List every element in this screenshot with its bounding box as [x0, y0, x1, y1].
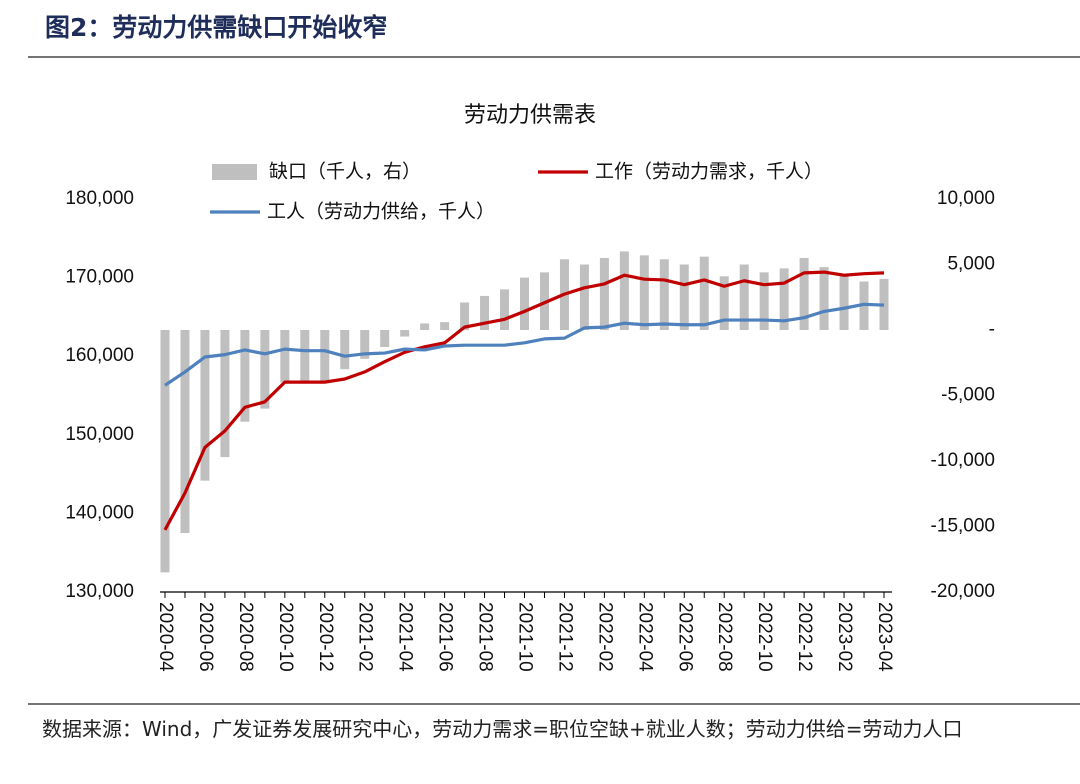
y-tick-label: 130,000: [65, 581, 134, 602]
x-tick-label: 2020-10: [275, 602, 296, 672]
bar: [220, 330, 230, 458]
line: [164, 302, 885, 387]
y-tick-label: 140,000: [65, 502, 134, 523]
bar: [340, 330, 350, 370]
y2-tick-label: 10,000: [937, 188, 995, 209]
bar: [160, 330, 170, 573]
x-tick-label: 2023-04: [874, 602, 895, 672]
source-note: 数据来源：Wind，广发证券发展研究中心，劳动力需求=职位空缺+就业人数；劳动力…: [42, 717, 963, 741]
y-tick-label: 170,000: [65, 267, 134, 288]
bar: [599, 257, 609, 330]
bar: [280, 330, 290, 383]
y2-tick-label: -: [989, 319, 995, 340]
bar: [699, 256, 709, 330]
x-tick-label: 2021-08: [475, 602, 496, 672]
y2-tick-label: -10,000: [931, 450, 995, 471]
legend-swatch: [212, 164, 257, 180]
x-tick-label: 2020-04: [155, 602, 176, 672]
bar: [400, 330, 410, 337]
chart: 劳动力供需表 130,000 140,000 150,000 160,000 170,0…: [28, 56, 1080, 705]
bar: [619, 251, 629, 330]
x-tick-label: 2022-08: [714, 602, 735, 672]
x-tick-label: 2020-06: [195, 602, 216, 672]
x-tick-label: 2022-04: [634, 602, 655, 672]
x-tick-label: 2022-02: [594, 602, 615, 672]
bar: [240, 330, 250, 422]
bar: [839, 276, 849, 330]
y-tick-label: 180,000: [65, 188, 134, 209]
bar: [719, 276, 729, 330]
bar: [520, 277, 529, 330]
bar: [579, 264, 589, 330]
y2-tick-label: -5,000: [941, 385, 995, 406]
bar: [180, 330, 190, 534]
legend-label: 工人（劳动力供给，千人）: [267, 201, 495, 223]
bar: [500, 289, 510, 330]
x-tick-label: 2022-10: [754, 602, 775, 672]
x-tick-label: 2021-12: [554, 602, 575, 672]
bar: [480, 295, 490, 330]
x-tick-label: 2020-08: [235, 602, 256, 672]
bar: [659, 259, 669, 330]
y2-tick-label: -20,000: [931, 581, 995, 602]
bar: [380, 330, 390, 348]
line: [163, 270, 885, 531]
x-tick-label: 2020-12: [315, 602, 336, 672]
x-tick-label: 2021-02: [355, 602, 376, 672]
legend-label: 缺口（千人，右）: [269, 161, 421, 183]
x-tick-label: 2021-06: [435, 602, 456, 672]
bar: [739, 264, 749, 330]
legend-label: 工作（劳动力需求，千人）: [595, 161, 823, 183]
bar: [300, 330, 310, 383]
bar: [260, 330, 270, 409]
bar: [799, 257, 809, 330]
bar: [779, 268, 789, 330]
bar: [420, 323, 430, 330]
x-tick-label: 2021-10: [514, 602, 535, 672]
bar: [819, 267, 829, 330]
bar: [360, 330, 370, 359]
bar: [759, 272, 769, 330]
x-tick-label: 2022-06: [674, 602, 695, 672]
bar: [639, 255, 649, 330]
y2-tick-label: -15,000: [931, 516, 995, 537]
x-tick-label: 2023-02: [834, 602, 855, 672]
bar: [200, 330, 210, 481]
header-title: 图2：劳动力供需缺口开始收窄: [45, 13, 388, 42]
bar: [320, 330, 330, 382]
bar: [460, 302, 470, 330]
x-tick-label: 2022-12: [794, 602, 815, 672]
chart-title: 劳动力供需表: [464, 102, 596, 127]
bar: [440, 322, 450, 330]
y-tick-label: 160,000: [65, 345, 134, 366]
y-tick-label: 150,000: [65, 424, 134, 445]
bar: [679, 264, 689, 330]
y2-tick-label: 5,000: [947, 254, 995, 275]
x-tick-label: 2021-04: [395, 602, 416, 672]
